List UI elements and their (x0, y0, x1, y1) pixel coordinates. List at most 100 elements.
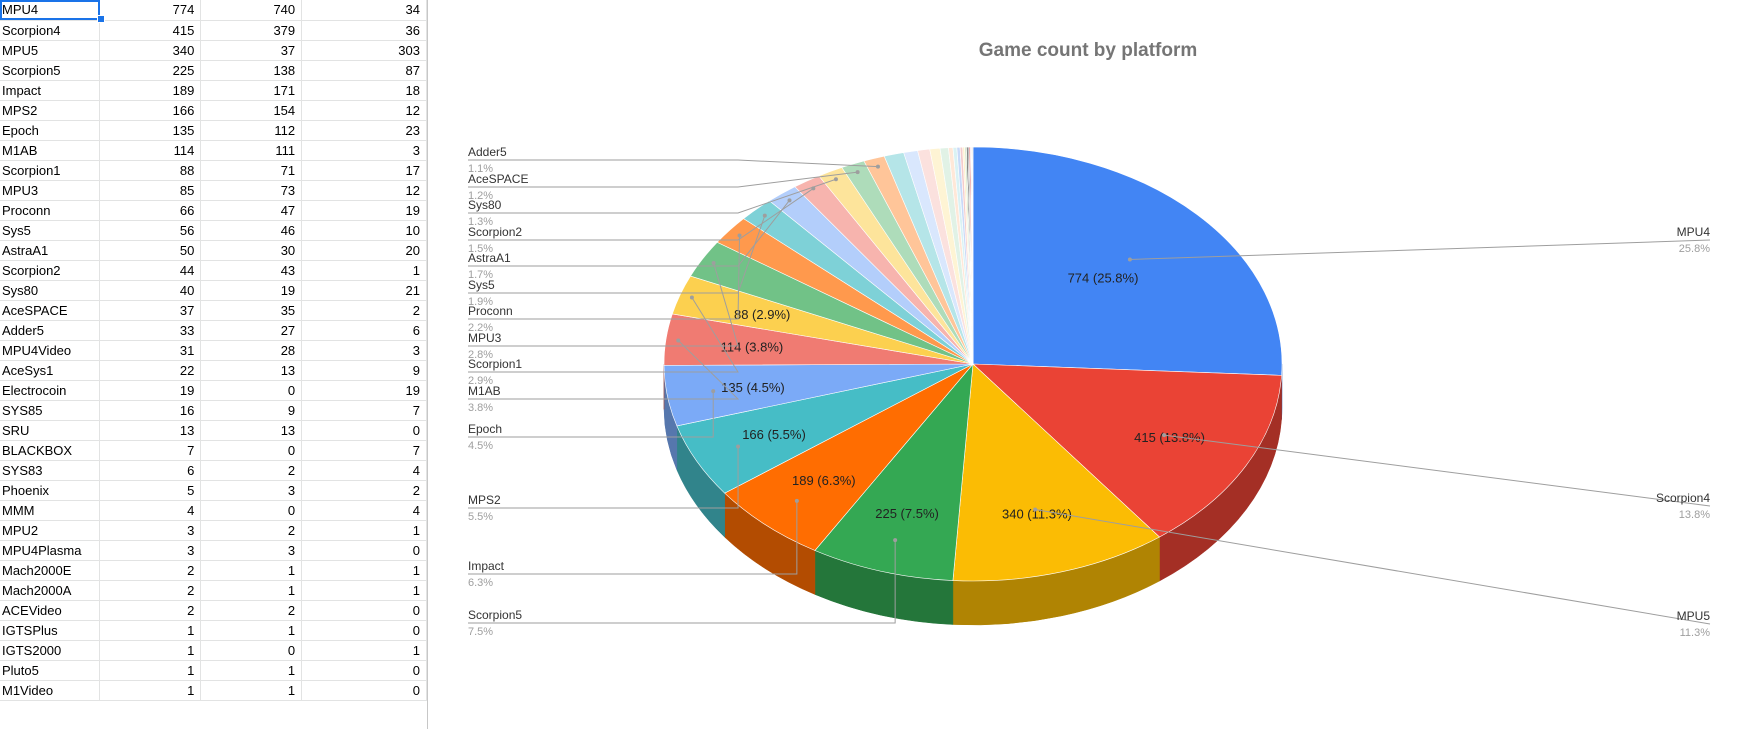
platform-cell[interactable]: M1Video (0, 680, 101, 701)
value-cell[interactable]: 19 (200, 280, 303, 301)
platform-cell[interactable]: M1AB (0, 140, 101, 161)
value-cell[interactable]: 13 (99, 420, 202, 441)
platform-cell[interactable]: Proconn (0, 200, 101, 221)
platform-cell[interactable]: Scorpion1 (0, 160, 101, 181)
value-cell[interactable]: 4 (301, 460, 427, 481)
platform-cell[interactable]: MPU2 (0, 520, 101, 541)
platform-cell[interactable]: BLACKBOX (0, 440, 101, 461)
value-cell[interactable]: 85 (99, 180, 202, 201)
platform-cell[interactable]: MPU3 (0, 180, 101, 201)
value-cell[interactable]: 4 (99, 500, 202, 521)
value-cell[interactable]: 50 (99, 240, 202, 261)
value-cell[interactable]: 7 (301, 400, 427, 421)
platform-cell[interactable]: Phoenix (0, 480, 101, 501)
value-cell[interactable]: 23 (301, 120, 427, 141)
value-cell[interactable]: 7 (301, 440, 427, 461)
value-cell[interactable]: 0 (301, 600, 427, 621)
value-cell[interactable]: 303 (301, 40, 427, 61)
value-cell[interactable]: 2 (301, 480, 427, 501)
value-cell[interactable]: 18 (301, 80, 427, 101)
value-cell[interactable]: 1 (200, 660, 303, 681)
value-cell[interactable]: 13 (200, 420, 303, 441)
value-cell[interactable]: 111 (200, 140, 303, 161)
value-cell[interactable]: 379 (200, 20, 303, 41)
value-cell[interactable]: 87 (301, 60, 427, 81)
platform-cell[interactable]: Impact (0, 80, 101, 101)
value-cell[interactable]: 37 (200, 40, 303, 61)
value-cell[interactable]: 12 (301, 180, 427, 201)
value-cell[interactable]: 35 (200, 300, 303, 321)
value-cell[interactable]: 0 (200, 440, 303, 461)
platform-cell[interactable]: Epoch (0, 120, 101, 141)
value-cell[interactable]: 19 (301, 200, 427, 221)
value-cell[interactable]: 1 (301, 560, 427, 581)
platform-cell[interactable]: SRU (0, 420, 101, 441)
value-cell[interactable]: 33 (99, 320, 202, 341)
value-cell[interactable]: 21 (301, 280, 427, 301)
value-cell[interactable]: 1 (301, 260, 427, 281)
value-cell[interactable]: 44 (99, 260, 202, 281)
value-cell[interactable]: 66 (99, 200, 202, 221)
value-cell[interactable]: 0 (301, 660, 427, 681)
value-cell[interactable]: 138 (200, 60, 303, 81)
value-cell[interactable]: 774 (99, 0, 202, 21)
platform-cell[interactable]: MPU4 (0, 0, 101, 21)
platform-cell[interactable]: Scorpion2 (0, 260, 101, 281)
value-cell[interactable]: 6 (301, 320, 427, 341)
value-cell[interactable]: 0 (301, 680, 427, 701)
platform-cell[interactable]: Mach2000E (0, 560, 101, 581)
platform-cell[interactable]: AceSys1 (0, 360, 101, 381)
value-cell[interactable]: 30 (200, 240, 303, 261)
value-cell[interactable]: 17 (301, 160, 427, 181)
value-cell[interactable]: 114 (99, 140, 202, 161)
value-cell[interactable]: 135 (99, 120, 202, 141)
value-cell[interactable]: 47 (200, 200, 303, 221)
value-cell[interactable]: 171 (200, 80, 303, 101)
platform-cell[interactable]: Mach2000A (0, 580, 101, 601)
platform-cell[interactable]: MPS2 (0, 100, 101, 121)
value-cell[interactable]: 36 (301, 20, 427, 41)
value-cell[interactable]: 166 (99, 100, 202, 121)
value-cell[interactable]: 22 (99, 360, 202, 381)
value-cell[interactable]: 9 (200, 400, 303, 421)
value-cell[interactable]: 88 (99, 160, 202, 181)
value-cell[interactable]: 4 (301, 500, 427, 521)
value-cell[interactable]: 12 (301, 100, 427, 121)
value-cell[interactable]: 31 (99, 340, 202, 361)
platform-cell[interactable]: SYS85 (0, 400, 101, 421)
value-cell[interactable]: 7 (99, 440, 202, 461)
platform-cell[interactable]: IGTS2000 (0, 640, 101, 661)
platform-cell[interactable]: Adder5 (0, 320, 101, 341)
value-cell[interactable]: 28 (200, 340, 303, 361)
value-cell[interactable]: 3 (200, 540, 303, 561)
value-cell[interactable]: 2 (99, 560, 202, 581)
platform-cell[interactable]: MPU4Plasma (0, 540, 101, 561)
value-cell[interactable]: 1 (200, 620, 303, 641)
platform-cell[interactable]: Scorpion4 (0, 20, 101, 41)
value-cell[interactable]: 10 (301, 220, 427, 241)
value-cell[interactable]: 2 (200, 520, 303, 541)
value-cell[interactable]: 1 (200, 680, 303, 701)
value-cell[interactable]: 2 (99, 580, 202, 601)
spreadsheet-grid[interactable]: MPU4 774 740 34 Scorpion4 415 379 36 MPU5 340 37 30… (0, 0, 428, 729)
value-cell[interactable]: 0 (200, 500, 303, 521)
value-cell[interactable]: 1 (99, 660, 202, 681)
value-cell[interactable]: 2 (99, 600, 202, 621)
value-cell[interactable]: 37 (99, 300, 202, 321)
value-cell[interactable]: 225 (99, 60, 202, 81)
value-cell[interactable]: 340 (99, 40, 202, 61)
value-cell[interactable]: 13 (200, 360, 303, 381)
value-cell[interactable]: 2 (301, 300, 427, 321)
platform-cell[interactable]: IGTSPlus (0, 620, 101, 641)
value-cell[interactable]: 1 (200, 560, 303, 581)
value-cell[interactable]: 154 (200, 100, 303, 121)
value-cell[interactable]: 189 (99, 80, 202, 101)
value-cell[interactable]: 27 (200, 320, 303, 341)
value-cell[interactable]: 0 (301, 620, 427, 641)
value-cell[interactable]: 1 (99, 620, 202, 641)
platform-cell[interactable]: ACEVideo (0, 600, 101, 621)
value-cell[interactable]: 740 (200, 0, 303, 21)
value-cell[interactable]: 16 (99, 400, 202, 421)
value-cell[interactable]: 3 (99, 540, 202, 561)
value-cell[interactable]: 1 (99, 640, 202, 661)
